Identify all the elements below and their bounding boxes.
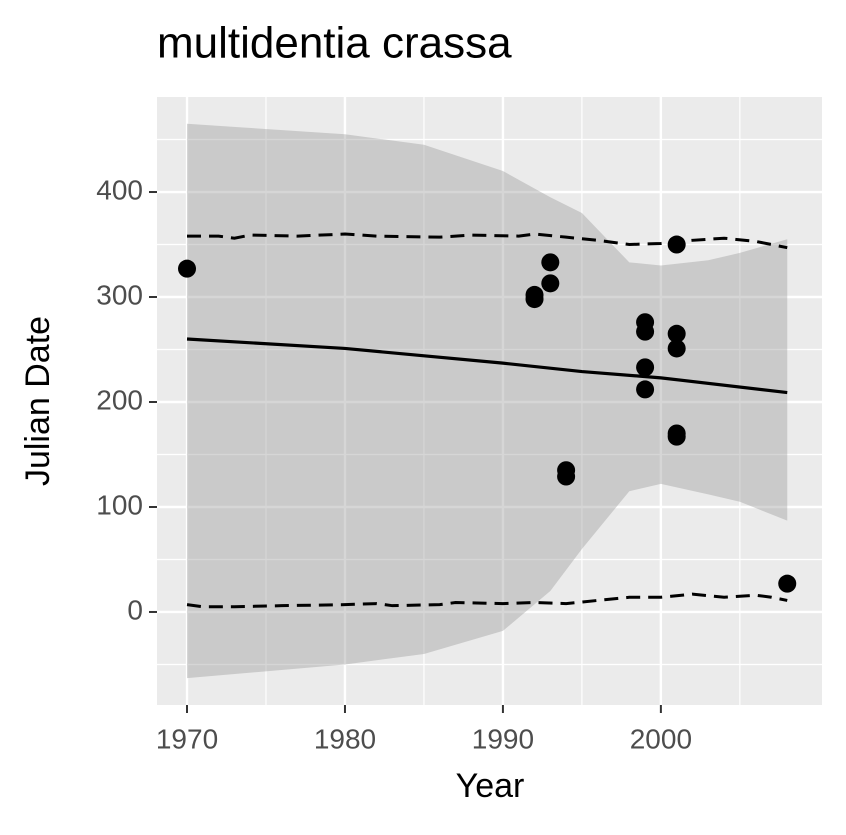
- point: [667, 427, 686, 446]
- y-tick-label: 100: [96, 489, 143, 520]
- point: [541, 274, 560, 293]
- y-axis-label: Julian Date: [19, 316, 57, 486]
- point: [541, 253, 560, 272]
- x-tick-label: 1980: [314, 723, 376, 754]
- point: [667, 235, 686, 254]
- y-tick-label: 200: [96, 384, 143, 415]
- point: [778, 574, 797, 593]
- x-tick-label: 1990: [472, 723, 534, 754]
- smooth-line: [186, 337, 788, 395]
- point: [178, 259, 197, 278]
- point: [636, 358, 655, 377]
- point: [557, 467, 576, 486]
- y-tick-label: 300: [96, 279, 143, 310]
- point: [525, 290, 544, 309]
- point: [636, 380, 655, 399]
- chart-title: multidentia crassa: [157, 19, 512, 68]
- point: [667, 324, 686, 343]
- confidence-ribbon: [187, 123, 788, 679]
- x-tick-label: 1970: [156, 723, 218, 754]
- point: [636, 322, 655, 341]
- point: [667, 339, 686, 358]
- y-tick-label: 0: [127, 594, 143, 625]
- x-tick-label: 2000: [630, 723, 692, 754]
- y-tick-label: 400: [96, 174, 143, 205]
- x-axis-label: Year: [456, 767, 525, 805]
- quantile-line: [187, 232, 788, 250]
- quantile-line: [186, 592, 788, 609]
